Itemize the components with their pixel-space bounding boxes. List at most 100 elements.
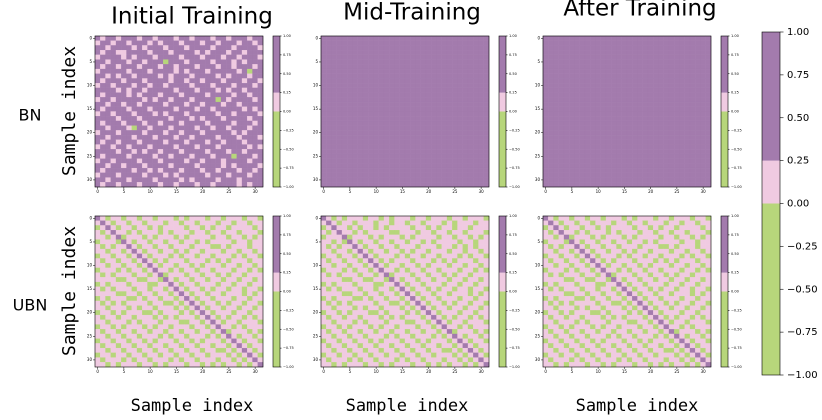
heatmap-cell <box>689 182 696 188</box>
heatmap-cell <box>483 291 490 297</box>
heatmap-cell <box>399 314 406 320</box>
heatmap-cell <box>142 314 148 320</box>
heatmap-cell <box>590 50 596 56</box>
heatmap-cell <box>163 220 169 226</box>
heatmap-cell <box>478 296 484 302</box>
heatmap-cell <box>569 182 575 188</box>
heatmap-cell <box>236 234 243 240</box>
heatmap-cell <box>142 333 148 339</box>
heatmap-cell <box>478 177 484 183</box>
heatmap-cell <box>383 163 390 169</box>
heatmap-cell <box>199 230 206 236</box>
heatmap-cell <box>668 182 675 188</box>
heatmap-cell <box>436 281 442 287</box>
heatmap-cell <box>247 153 253 159</box>
heatmap-cell <box>446 50 453 56</box>
heatmap-cell <box>563 130 570 136</box>
heatmap-cell <box>341 296 348 302</box>
heatmap-cell <box>483 106 490 112</box>
heatmap-cell <box>331 158 337 164</box>
heatmap-cell <box>168 54 174 60</box>
heatmap-cell <box>147 73 153 79</box>
heatmap-cell <box>205 172 211 178</box>
heatmap-cell <box>679 172 685 178</box>
heatmap-cell <box>431 163 437 169</box>
heatmap-cell <box>462 134 469 140</box>
heatmap-cell <box>142 134 148 140</box>
heatmap-cell <box>357 116 364 122</box>
heatmap-cell <box>378 40 385 46</box>
heatmap-cell <box>399 310 406 316</box>
heatmap-cell <box>457 120 463 126</box>
heatmap-cell <box>404 253 411 259</box>
heatmap-cell <box>579 153 586 159</box>
heatmap-cell <box>478 263 484 269</box>
heatmap-cell <box>378 291 385 297</box>
heatmap-cell <box>674 68 680 74</box>
heatmap-cell <box>389 101 395 107</box>
heatmap-cell <box>257 111 264 117</box>
heatmap-cell <box>600 35 607 41</box>
heatmap-cell <box>341 172 348 178</box>
heatmap-cell <box>210 153 216 159</box>
heatmap-cell <box>695 101 701 107</box>
heatmap-cell <box>194 106 201 112</box>
heatmap-cell <box>389 120 395 126</box>
heatmap-cell <box>241 281 248 287</box>
heatmap-cell <box>173 343 180 349</box>
heatmap-cell <box>252 263 258 269</box>
heatmap-cell <box>147 296 153 302</box>
heatmap-cell <box>220 286 227 292</box>
heatmap-cell <box>473 92 479 98</box>
heatmap-cell <box>705 182 712 188</box>
heatmap-cell <box>483 158 490 164</box>
heatmap-cell <box>220 333 227 339</box>
heatmap-cell <box>383 277 390 283</box>
y-tick-label: 5 <box>537 59 540 64</box>
heatmap-cell <box>194 333 201 339</box>
heatmap-cell <box>483 40 490 46</box>
heatmap-cell <box>326 144 332 150</box>
heatmap-cell <box>241 35 248 41</box>
heatmap-cell <box>404 296 411 302</box>
heatmap-cell <box>257 172 264 178</box>
heatmap-cell <box>320 258 327 264</box>
heatmap-cell <box>131 253 138 259</box>
x-axis-label: Sample index <box>576 396 699 416</box>
heatmap-cell <box>695 134 701 140</box>
heatmap-cell <box>347 78 353 84</box>
heatmap-cell <box>473 130 479 136</box>
heatmap-cell <box>425 125 432 131</box>
heatmap-cell <box>100 68 106 74</box>
heatmap-cell <box>663 45 670 51</box>
heatmap-cell <box>689 149 696 155</box>
heatmap-cell <box>184 116 190 122</box>
heatmap-cell <box>100 347 106 353</box>
heatmap-cell <box>131 50 138 56</box>
heatmap-cell <box>431 83 437 89</box>
heatmap-cell <box>168 267 174 273</box>
heatmap-cell <box>241 163 248 169</box>
heatmap-cell <box>394 267 400 273</box>
heatmap-cell <box>436 111 442 117</box>
heatmap-cell <box>189 59 195 65</box>
heatmap-cell <box>668 177 675 183</box>
heatmap-cell <box>178 225 185 231</box>
heatmap-cell <box>553 144 559 150</box>
heatmap-cell <box>142 87 148 93</box>
heatmap-cell <box>362 220 369 226</box>
heatmap-cell <box>168 277 174 283</box>
heatmap-cell <box>100 248 106 254</box>
heatmap-cell <box>121 172 127 178</box>
heatmap-cell <box>100 314 106 320</box>
heatmap-cell <box>236 357 243 363</box>
heatmap-cell <box>347 234 353 240</box>
heatmap-cell <box>404 220 411 226</box>
heatmap-cell <box>590 87 596 93</box>
heatmap-cell <box>131 139 138 145</box>
heatmap-cell <box>205 347 211 353</box>
heatmap-cell <box>431 101 437 107</box>
heatmap-cell <box>467 272 474 278</box>
heatmap-cell <box>152 120 159 126</box>
heatmap-cell <box>220 153 227 159</box>
